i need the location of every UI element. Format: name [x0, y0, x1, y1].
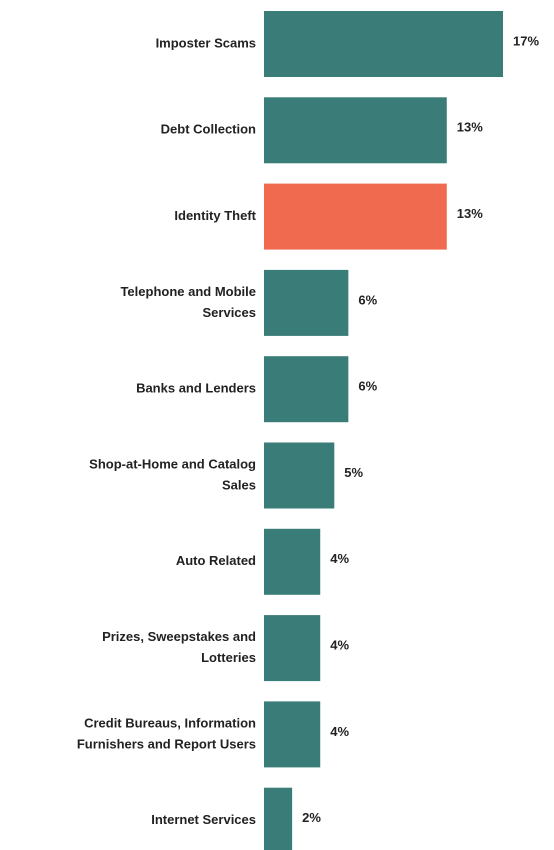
bar-9 [264, 701, 321, 768]
value-labels-group: 17% 13% 13% 6% 6% 5% 4% 4% 4% 2% [302, 33, 539, 825]
category-label-8: Prizes, Sweepstakes and Lotteries [102, 629, 256, 665]
bar-1 [264, 11, 503, 77]
bar-3 [264, 183, 447, 250]
value-label-8: 4% [330, 638, 349, 653]
bar-10 [264, 787, 293, 850]
category-label-line: Sales [222, 477, 256, 492]
category-label-2: Debt Collection [161, 122, 256, 137]
category-label-9: Credit Bureaus, Information Furnishers an… [77, 715, 256, 751]
value-label-1: 17% [513, 33, 539, 48]
category-label-line: Credit Bureaus, Information [84, 715, 256, 730]
bar-5 [264, 356, 349, 423]
category-label-10: Internet Services [151, 812, 256, 827]
category-label-line: Services [203, 305, 257, 320]
bar-6 [264, 442, 335, 509]
value-label-2: 13% [457, 120, 483, 135]
value-label-10: 2% [302, 810, 321, 825]
category-label-line: Prizes, Sweepstakes and [102, 629, 256, 644]
bars-group [264, 11, 503, 850]
category-label-line: Lotteries [201, 650, 256, 665]
category-labels-group: Imposter Scams Debt Collection Identity Th… [77, 35, 257, 827]
bar-2 [264, 97, 447, 164]
category-label-line: Furnishers and Report Users [77, 736, 256, 751]
value-label-4: 6% [358, 292, 377, 307]
category-label-5: Banks and Lenders [136, 381, 256, 396]
category-label-4: Telephone and Mobile Services [120, 284, 256, 320]
value-label-9: 4% [330, 724, 349, 739]
category-label-line: Internet Services [151, 812, 256, 827]
category-label-line: Telephone and Mobile [120, 284, 256, 299]
value-label-3: 13% [457, 206, 483, 221]
category-label-line: Identity Theft [174, 208, 256, 223]
bar-8 [264, 615, 321, 682]
category-label-line: Banks and Lenders [136, 381, 256, 396]
category-label-3: Identity Theft [174, 208, 256, 223]
value-label-7: 4% [330, 551, 349, 566]
bar-4 [264, 269, 349, 336]
category-label-line: Shop-at-Home and Catalog [89, 456, 256, 471]
value-label-6: 5% [344, 465, 363, 480]
bar-7 [264, 528, 321, 595]
category-label-6: Shop-at-Home and Catalog Sales [89, 456, 256, 492]
category-label-7: Auto Related [176, 553, 256, 568]
category-label-1: Imposter Scams [156, 35, 256, 50]
category-label-line: Auto Related [176, 553, 256, 568]
category-label-line: Debt Collection [161, 122, 256, 137]
category-label-line: Imposter Scams [156, 35, 256, 50]
value-label-5: 6% [358, 379, 377, 394]
